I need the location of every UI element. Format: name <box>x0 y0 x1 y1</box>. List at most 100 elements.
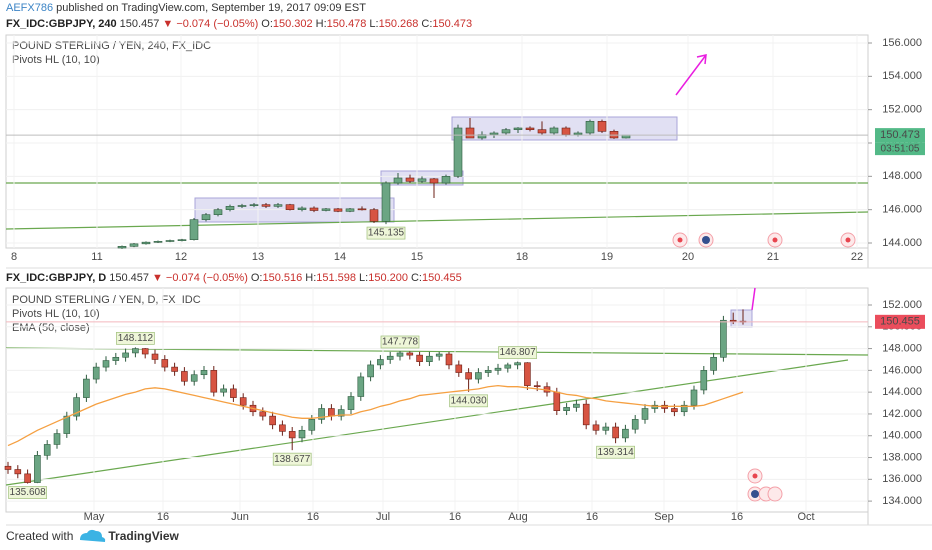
x-tick-label: 8 <box>11 251 17 263</box>
candle-body <box>43 444 51 456</box>
price-tag <box>875 314 925 329</box>
pivot-label: 147.778 <box>382 337 419 348</box>
candle-body <box>309 207 319 211</box>
x-tick-label: 21 <box>767 251 779 263</box>
candle-body <box>563 407 570 411</box>
y-tick-label: 146.000 <box>882 204 922 216</box>
change: −0.074 (−0.05%) <box>165 272 248 284</box>
candle-body <box>181 371 188 382</box>
y-tick-label: 136.000 <box>882 473 922 485</box>
pivot-box <box>8 486 47 499</box>
y-tick-label: 148.000 <box>882 170 922 182</box>
panel <box>5 34 869 249</box>
pivot-box <box>366 226 406 240</box>
x-tick-label: 15 <box>411 251 423 263</box>
x-tick-label: 16 <box>307 511 319 523</box>
pivot-label: 135.608 <box>10 487 47 498</box>
symbol: FX_IDC:GBPJPY, 240 <box>6 18 117 30</box>
indicator: Pivots HL (10, 10) <box>12 308 100 320</box>
price-tag <box>875 128 925 143</box>
x-tick-label: May <box>84 511 105 523</box>
candle-body <box>489 132 499 135</box>
candle-body <box>453 127 463 177</box>
candle-body <box>441 176 451 184</box>
y-tick-label: 148.000 <box>882 342 922 354</box>
candle-body <box>63 415 71 434</box>
candle-body <box>249 204 259 206</box>
legend: FX_IDC:GBPJPY, 240 150.457 ▼ −0.074 (−0.05%… <box>6 17 475 31</box>
ohlc-value: 150.200 <box>368 272 408 284</box>
candle-body <box>337 409 345 417</box>
candle-body <box>484 370 492 373</box>
ohlc-label: O: <box>261 18 273 30</box>
candle-body <box>153 241 163 243</box>
candle-body <box>141 241 151 245</box>
candle-body <box>729 319 737 322</box>
candle-body <box>549 127 559 134</box>
ohlc-label: C: <box>421 18 433 30</box>
candle-body <box>239 397 247 406</box>
x-tick-label: 16 <box>157 511 169 523</box>
candle-body <box>700 370 708 391</box>
candle-body <box>504 364 512 369</box>
candle-body <box>171 366 178 372</box>
y-tick-label: 134.000 <box>882 495 922 507</box>
candle-body <box>122 352 129 358</box>
candle-body <box>285 204 295 210</box>
candle-body <box>200 370 208 376</box>
candle-body <box>165 240 175 242</box>
candle-body <box>298 429 306 439</box>
candle-body <box>328 408 335 417</box>
countdown-tag <box>875 142 925 156</box>
x-tick-label: Sep <box>654 511 674 523</box>
x-tick-label: Aug <box>508 511 528 523</box>
arrow <box>675 54 707 96</box>
chart-title: POUND STERLING / YEN, D, FX_IDC <box>12 294 201 306</box>
candle-body <box>720 319 727 358</box>
trend-line <box>5 211 869 230</box>
event-icons <box>672 232 856 502</box>
legend: FX_IDC:GBPJPY, D 150.457 ▼ −0.074 (−0.05%) O… <box>6 271 465 285</box>
candle-body <box>213 209 223 215</box>
direction: ▼ <box>162 18 174 30</box>
candle-body <box>501 129 511 134</box>
candle-body <box>475 372 482 380</box>
price-label: 150.473 <box>880 129 920 141</box>
y-tick-label: 152.000 <box>882 104 922 116</box>
candle-body <box>117 246 127 249</box>
candle-body <box>161 359 169 368</box>
ohlc-label: L: <box>359 272 369 284</box>
x-tick-label: 22 <box>851 251 863 263</box>
candle-body <box>612 426 619 439</box>
candle-body <box>631 419 639 430</box>
ohlc-value: 150.473 <box>432 18 473 30</box>
candle-body <box>288 431 296 439</box>
candle-body <box>525 127 535 130</box>
candle-body <box>435 353 443 357</box>
x-tick-label: 14 <box>334 251 346 263</box>
candle-body <box>357 376 365 397</box>
candle-body <box>177 239 187 241</box>
candle-body <box>237 205 247 207</box>
candle-body <box>393 177 403 184</box>
x-tick-label: 11 <box>91 251 102 263</box>
candle-body <box>297 207 307 210</box>
candle-body <box>537 129 547 134</box>
pivot-label: 138.677 <box>274 454 311 465</box>
publish-line: AEFX786 published on TradingView.com, Sep… <box>6 1 369 15</box>
ohlc-value: 150.302 <box>272 18 313 30</box>
y-tick-label: 140.000 <box>882 430 922 442</box>
candle-body <box>386 355 394 360</box>
candle-body <box>680 404 688 413</box>
candle-body <box>553 391 561 411</box>
published: published on TradingView.com, September … <box>56 2 366 14</box>
pivot-box <box>498 346 537 359</box>
countdown: 03:51:05 <box>881 143 920 154</box>
candle-body <box>417 178 427 182</box>
candle-body <box>321 208 331 211</box>
candle-body <box>129 243 139 247</box>
candle-body <box>524 362 531 386</box>
ohlc-label: H: <box>305 272 317 284</box>
